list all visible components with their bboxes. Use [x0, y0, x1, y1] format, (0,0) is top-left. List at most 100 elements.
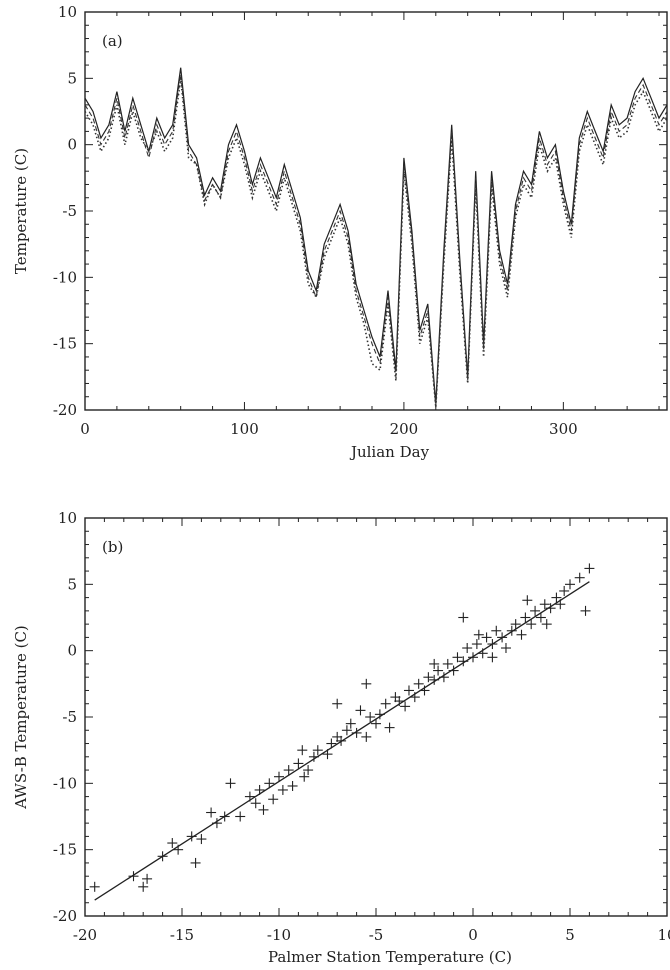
panel-a-frame: [84, 11, 668, 411]
y-tick-label: -5: [62, 708, 77, 726]
scatter-point: [345, 718, 356, 729]
x-tick-label: -15: [170, 926, 194, 944]
y-tick-label: -10: [53, 774, 77, 792]
scatter-point: [497, 632, 508, 643]
series-line-dotted: [84, 78, 668, 408]
y-tick-label: -20: [53, 907, 77, 925]
scatter-point: [244, 791, 255, 802]
scatter-point: [442, 658, 453, 669]
scatter-point: [384, 722, 395, 733]
scatter-point: [438, 672, 449, 683]
scatter-point: [157, 851, 168, 862]
scatter-point: [206, 807, 217, 818]
scatter-point: [487, 639, 498, 650]
scatter-point: [138, 881, 149, 892]
y-tick-label: 10: [58, 509, 77, 527]
panel-b-y-axis-label: AWS-B Temperature (C): [12, 625, 30, 810]
y-tick-label: -20: [53, 401, 77, 419]
panel-b-points: [89, 563, 595, 892]
scatter-point: [520, 612, 531, 623]
scatter-point: [448, 665, 459, 676]
scatter-point: [355, 705, 366, 716]
y-tick-label: 0: [67, 642, 77, 660]
scatter-point: [559, 585, 570, 596]
scatter-point: [551, 592, 562, 603]
scatter-point: [341, 725, 352, 736]
scatter-point: [332, 698, 343, 709]
panel-b-x-ticks: -20 -15 -10 -5 0 5 10: [73, 518, 670, 944]
scatter-point: [429, 658, 440, 669]
scatter-point: [380, 698, 391, 709]
scatter-point: [219, 811, 230, 822]
scatter-point: [299, 771, 310, 782]
panel-b-y-ticks: 10 5 0 -5 -10 -15 -20: [53, 509, 667, 925]
scatter-point: [167, 838, 178, 849]
scatter-point: [186, 831, 197, 842]
x-tick-label: 5: [565, 926, 575, 944]
scatter-point: [462, 643, 473, 654]
scatter-point: [225, 778, 236, 789]
scatter-point: [371, 718, 381, 729]
x-tick-label: 10: [657, 926, 670, 944]
panel-b-x-axis-label: Palmer Station Temperature (C): [268, 948, 512, 966]
x-tick-label: -5: [369, 926, 384, 944]
scatter-point: [403, 685, 414, 696]
scatter-point: [522, 595, 533, 606]
x-tick-label: 300: [549, 420, 578, 438]
scatter-point: [458, 656, 469, 667]
scatter-point: [535, 612, 546, 623]
scatter-point: [142, 873, 153, 884]
y-tick-label: 5: [67, 575, 77, 593]
scatter-point: [326, 738, 337, 749]
scatter-point: [312, 745, 323, 756]
scatter-point: [308, 751, 319, 762]
panel-a-y-ticks: 10 5 0 -5 -10 -15 -20: [53, 3, 667, 419]
scatter-point: [584, 563, 595, 574]
x-tick-label: 200: [390, 420, 419, 438]
panel-a-x-ticks: 0 100 200 300: [80, 12, 660, 438]
panel-a-label: (a): [102, 32, 123, 50]
scatter-point: [365, 712, 376, 722]
y-tick-label: -10: [53, 268, 77, 286]
scatter-point: [374, 709, 385, 720]
scatter-point: [303, 765, 314, 776]
scatter-point: [539, 599, 550, 610]
scatter-point: [89, 881, 100, 892]
scatter-point: [258, 804, 269, 815]
scatter-point: [409, 692, 420, 703]
scatter-point: [500, 643, 511, 654]
y-tick-label: -5: [62, 202, 77, 220]
scatter-point: [471, 639, 482, 650]
panel-a-y-axis-label: Temperature (C): [12, 148, 30, 274]
scatter-point: [413, 678, 424, 689]
scatter-point: [468, 652, 478, 663]
scatter-point: [336, 735, 347, 746]
y-tick-label: 10: [58, 3, 77, 21]
scatter-point: [526, 619, 537, 630]
scatter-point: [264, 778, 275, 789]
panel-b-label: (b): [102, 538, 123, 556]
scatter-point: [400, 701, 411, 712]
panel-b: 10 5 0 -5 -10 -15 -20 -20 -15 -10 -5 0 5 10 (b) Palm…: [12, 509, 670, 966]
scatter-point: [516, 629, 527, 640]
y-tick-label: 5: [67, 69, 77, 87]
scatter-point: [235, 811, 246, 822]
scatter-point: [458, 612, 469, 623]
scatter-point: [423, 672, 434, 683]
scatter-point: [473, 629, 484, 640]
scatter-point: [196, 834, 207, 845]
scatter-point: [254, 784, 265, 795]
scatter-point: [351, 727, 362, 738]
x-tick-label: 0: [468, 926, 478, 944]
scatter-point: [580, 605, 591, 616]
panel-a: 10 5 0 -5 -10 -15 -20 0 100 200 300 (a) Julian Da…: [12, 3, 668, 461]
scatter-point: [283, 765, 294, 776]
scatter-point: [361, 731, 372, 742]
scatter-point: [506, 625, 517, 636]
series-line-solid: [84, 67, 668, 404]
scatter-point: [433, 665, 444, 676]
y-tick-label: 0: [67, 136, 77, 154]
series-line-dashed: [84, 74, 668, 408]
x-tick-label: -20: [73, 926, 97, 944]
